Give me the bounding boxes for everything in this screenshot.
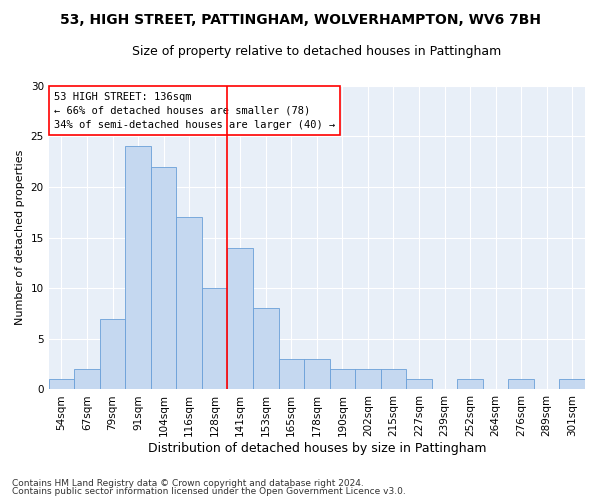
Bar xyxy=(125,146,151,390)
Bar xyxy=(508,380,534,390)
Bar xyxy=(227,248,253,390)
Text: 53, HIGH STREET, PATTINGHAM, WOLVERHAMPTON, WV6 7BH: 53, HIGH STREET, PATTINGHAM, WOLVERHAMPT… xyxy=(59,12,541,26)
Bar xyxy=(151,166,176,390)
Y-axis label: Number of detached properties: Number of detached properties xyxy=(15,150,25,325)
X-axis label: Distribution of detached houses by size in Pattingham: Distribution of detached houses by size … xyxy=(148,442,486,455)
Bar xyxy=(253,308,278,390)
Bar xyxy=(49,380,74,390)
Bar xyxy=(100,318,125,390)
Bar xyxy=(355,369,380,390)
Bar xyxy=(406,380,432,390)
Text: 53 HIGH STREET: 136sqm
← 66% of detached houses are smaller (78)
34% of semi-det: 53 HIGH STREET: 136sqm ← 66% of detached… xyxy=(54,92,335,130)
Bar xyxy=(559,380,585,390)
Bar xyxy=(304,359,329,390)
Bar xyxy=(176,217,202,390)
Title: Size of property relative to detached houses in Pattingham: Size of property relative to detached ho… xyxy=(132,45,502,58)
Bar xyxy=(457,380,483,390)
Text: Contains public sector information licensed under the Open Government Licence v3: Contains public sector information licen… xyxy=(12,487,406,496)
Bar xyxy=(329,369,355,390)
Bar xyxy=(278,359,304,390)
Bar xyxy=(380,369,406,390)
Bar xyxy=(74,369,100,390)
Text: Contains HM Land Registry data © Crown copyright and database right 2024.: Contains HM Land Registry data © Crown c… xyxy=(12,478,364,488)
Bar xyxy=(202,288,227,390)
